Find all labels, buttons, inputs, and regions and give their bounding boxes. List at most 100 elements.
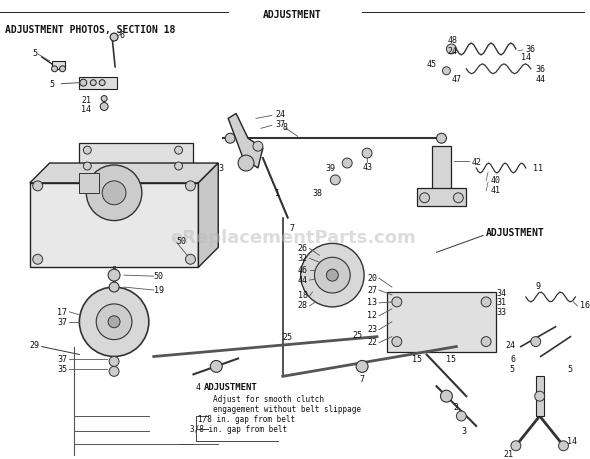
Circle shape — [99, 80, 105, 86]
Circle shape — [102, 181, 126, 205]
Text: 5: 5 — [509, 364, 514, 373]
Text: 18: 18 — [297, 291, 307, 300]
Circle shape — [51, 67, 58, 73]
Text: 14: 14 — [81, 105, 91, 114]
Circle shape — [356, 361, 368, 373]
Text: 7: 7 — [290, 224, 294, 233]
Text: 26: 26 — [297, 243, 307, 252]
Circle shape — [511, 441, 521, 451]
Circle shape — [83, 147, 91, 155]
Polygon shape — [30, 184, 198, 268]
Polygon shape — [228, 114, 263, 168]
Text: 25: 25 — [352, 330, 362, 339]
Text: ADJUSTMENT: ADJUSTMENT — [486, 228, 545, 238]
Text: 9: 9 — [535, 281, 540, 290]
Text: 12: 12 — [367, 311, 377, 319]
Text: 21: 21 — [81, 96, 91, 105]
Circle shape — [108, 316, 120, 328]
Text: 41: 41 — [491, 186, 501, 195]
Text: 8: 8 — [283, 123, 288, 132]
Text: 6: 6 — [119, 30, 124, 39]
Circle shape — [60, 67, 65, 73]
Circle shape — [96, 304, 132, 340]
Text: 1/8 in. gap from belt: 1/8 in. gap from belt — [198, 414, 296, 424]
Text: 42: 42 — [471, 157, 481, 166]
Text: 35: 35 — [57, 364, 67, 373]
Text: ADJUSTMENT: ADJUSTMENT — [263, 10, 322, 20]
Text: 19: 19 — [154, 285, 164, 294]
Circle shape — [481, 337, 491, 347]
Text: eReplacementParts.com: eReplacementParts.com — [170, 229, 415, 247]
Circle shape — [238, 156, 254, 172]
Circle shape — [90, 80, 96, 86]
Circle shape — [342, 159, 352, 168]
Circle shape — [531, 337, 540, 347]
Circle shape — [441, 390, 453, 402]
Circle shape — [80, 80, 87, 87]
Bar — [431, 147, 451, 202]
Text: ADJUSTMENT: ADJUSTMENT — [204, 382, 257, 391]
Circle shape — [330, 175, 340, 185]
Text: 3/8 in. gap from belt: 3/8 in. gap from belt — [191, 425, 287, 433]
Circle shape — [80, 287, 149, 357]
Circle shape — [83, 162, 91, 171]
Text: 13: 13 — [367, 298, 377, 307]
Circle shape — [175, 162, 182, 171]
Text: 6: 6 — [511, 354, 516, 363]
Text: 44: 44 — [297, 275, 307, 284]
Circle shape — [253, 142, 263, 152]
Text: 43: 43 — [362, 162, 372, 171]
Text: 36: 36 — [526, 45, 536, 54]
Circle shape — [442, 67, 450, 76]
Text: 21: 21 — [504, 449, 514, 458]
Circle shape — [456, 411, 466, 421]
Circle shape — [447, 45, 456, 55]
Bar — [51, 62, 65, 70]
Text: 39: 39 — [325, 164, 335, 173]
Text: 7: 7 — [360, 374, 365, 383]
Circle shape — [481, 297, 491, 307]
Text: 24: 24 — [506, 340, 516, 349]
Polygon shape — [80, 144, 194, 174]
Text: 23: 23 — [367, 325, 377, 334]
Circle shape — [225, 134, 235, 144]
Text: 5: 5 — [50, 80, 54, 89]
Circle shape — [326, 269, 338, 281]
Text: 22: 22 — [367, 337, 377, 347]
Text: 5: 5 — [32, 49, 37, 58]
Text: 47: 47 — [451, 75, 461, 84]
Circle shape — [100, 103, 108, 111]
Text: 27: 27 — [367, 285, 377, 294]
Bar — [80, 174, 99, 193]
Text: 3: 3 — [462, 426, 467, 436]
Text: 17: 17 — [57, 308, 67, 317]
Circle shape — [453, 193, 463, 203]
Polygon shape — [30, 164, 218, 184]
Text: 29: 29 — [30, 340, 40, 349]
Text: 11: 11 — [533, 164, 543, 173]
Text: 50: 50 — [176, 236, 186, 246]
Text: 1: 1 — [275, 189, 280, 198]
Text: 14: 14 — [521, 53, 531, 62]
Text: 2: 2 — [454, 402, 459, 411]
Text: 16: 16 — [581, 301, 590, 310]
Text: 5: 5 — [568, 364, 572, 373]
Circle shape — [175, 147, 182, 155]
Circle shape — [392, 337, 402, 347]
Circle shape — [32, 181, 42, 191]
Circle shape — [109, 367, 119, 376]
Text: 38: 38 — [313, 189, 322, 198]
Polygon shape — [387, 292, 496, 352]
Text: 37: 37 — [57, 318, 67, 326]
Text: 3: 3 — [218, 164, 223, 173]
Circle shape — [559, 441, 568, 451]
Circle shape — [109, 282, 119, 292]
Text: 40: 40 — [491, 176, 501, 185]
Circle shape — [362, 149, 372, 159]
Text: 46: 46 — [297, 265, 307, 274]
Circle shape — [86, 166, 142, 221]
Bar — [417, 189, 466, 206]
Text: Adjust for smooth clutch: Adjust for smooth clutch — [214, 394, 324, 403]
Text: 45: 45 — [427, 60, 437, 69]
Text: 31: 31 — [496, 298, 506, 307]
